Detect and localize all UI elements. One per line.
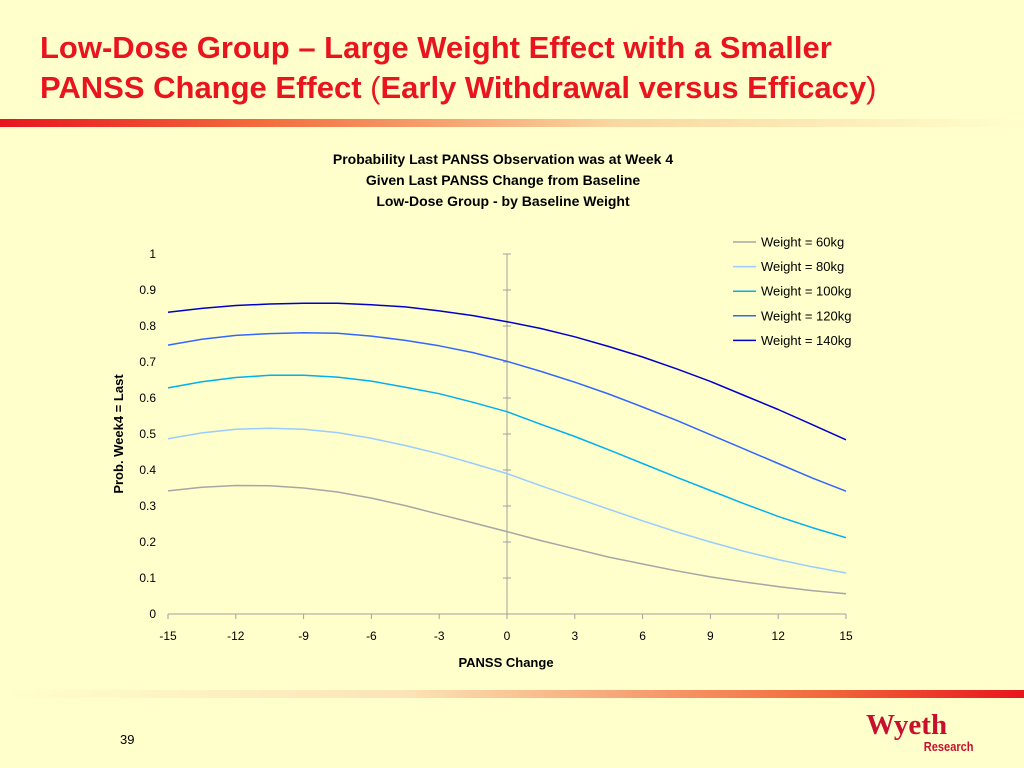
x-tick-label: 3 [571, 629, 578, 643]
logo-subtitle: Research [924, 739, 974, 754]
x-tick-label: -9 [298, 629, 309, 643]
chart-title-line-1: Probability Last PANSS Observation was a… [333, 151, 673, 167]
title-open-paren: ( [370, 70, 381, 105]
legend-label-1: Weight = 60kg [761, 235, 844, 250]
chart-title: Probability Last PANSS Observation was a… [333, 151, 673, 209]
y-tick-label: 0.1 [139, 571, 156, 585]
x-tick-label: 12 [772, 629, 786, 643]
y-tick-label: 0.8 [139, 319, 156, 333]
x-tick-label: -15 [159, 629, 177, 643]
x-tick-label: 15 [839, 629, 853, 643]
chart-title-line-2: Given Last PANSS Change from Baseline [366, 172, 641, 188]
y-tick-label: 0.7 [139, 355, 156, 369]
bottom-accent-bar [0, 690, 1024, 698]
legend-label-5: Weight = 140kg [761, 333, 851, 348]
page-number: 39 [120, 732, 135, 747]
title-close-paren: ) [866, 70, 877, 105]
y-tick-label: 0.3 [139, 499, 156, 513]
x-tick-label: 9 [707, 629, 714, 643]
y-tick-label: 1 [149, 247, 156, 261]
legend-label-4: Weight = 120kg [761, 308, 851, 323]
x-tick-label: 6 [639, 629, 646, 643]
title-parenthetical: Early Withdrawal versus Efficacy [380, 70, 867, 105]
chart-legend: Weight = 60kg Weight = 80kg Weight = 100kg… [733, 235, 851, 348]
series-line-3 [167, 374, 847, 539]
logo-wordmark: Wyeth [866, 709, 948, 741]
series-line-5 [167, 302, 847, 441]
y-axis-label: Prob. Week4 = Last [111, 374, 126, 494]
series-line-2 [167, 427, 847, 574]
chart-title-line-3: Low-Dose Group - by Baseline Weight [376, 193, 630, 209]
y-tick-label: 0 [149, 607, 156, 621]
y-tick-label: 0.4 [139, 463, 156, 477]
x-tick-label: -6 [366, 629, 377, 643]
y-tick-label: 0.2 [139, 535, 156, 549]
legend-label-2: Weight = 80kg [761, 259, 844, 274]
legend-label-3: Weight = 100kg [761, 284, 851, 299]
x-tick-label: -12 [227, 629, 245, 643]
title-line-2: PANSS Change Effect (Early Withdrawal ve… [40, 68, 1000, 108]
chart-axes: 0 0.1 0.2 0.3 0.4 0.5 0.6 0.7 0.8 0.9 1 -15 -12 -9 -6 -… [111, 247, 853, 670]
y-tick-label: 0.9 [139, 283, 156, 297]
x-tick-label: 0 [504, 629, 511, 643]
title-line-1: Low-Dose Group – Large Weight Effect wit… [40, 30, 832, 65]
slide-title: Low-Dose Group – Large Weight Effect wit… [40, 28, 1000, 108]
series-line-1 [167, 484, 847, 595]
title-line-2-main: PANSS Change Effect [40, 70, 371, 105]
x-tick-label: -3 [434, 629, 445, 643]
y-tick-label: 0.6 [139, 391, 156, 405]
top-accent-bar [0, 119, 1024, 127]
wyeth-research-logo: Wyeth Research [866, 710, 978, 756]
chart-series-lines [167, 302, 847, 595]
series-line-4 [167, 332, 847, 492]
y-tick-label: 0.5 [139, 427, 156, 441]
x-axis-label: PANSS Change [458, 655, 553, 670]
